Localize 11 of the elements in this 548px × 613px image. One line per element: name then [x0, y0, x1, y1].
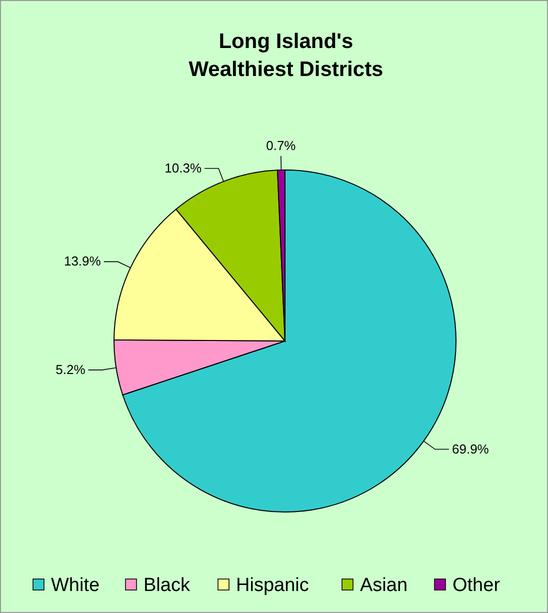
data-label: 5.2% [56, 362, 86, 377]
legend-label: Other [452, 575, 501, 596]
data-label: 69.9% [452, 441, 490, 456]
data-label: 13.9% [64, 254, 102, 269]
data-label: 0.7% [266, 138, 296, 154]
legend-label: Asian [360, 575, 408, 596]
legend-label: Black [144, 575, 190, 596]
chart-title: Long Island's Wealthiest Districts [188, 30, 384, 81]
legend-label: White [51, 575, 100, 596]
data-label: 10.3% [164, 160, 202, 176]
legend-label: Hispanic [236, 575, 309, 596]
